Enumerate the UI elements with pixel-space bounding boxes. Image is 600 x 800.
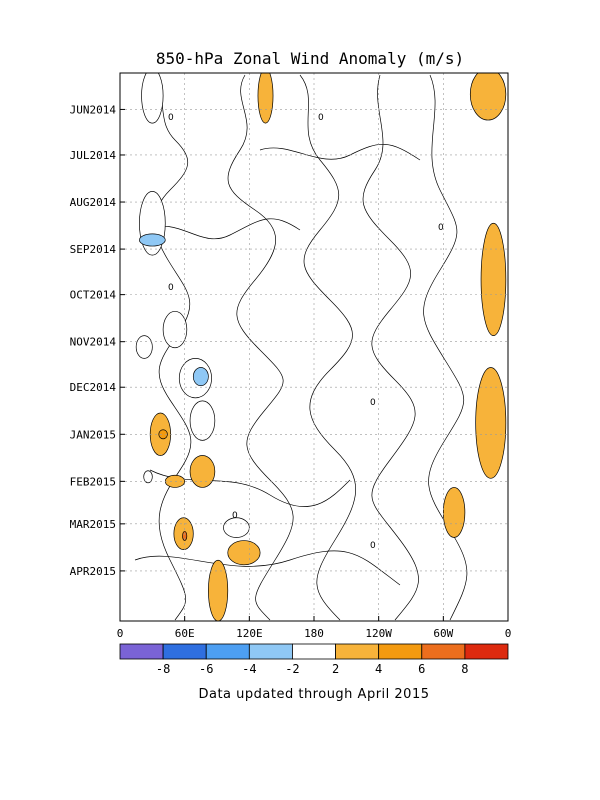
y-tick-label: MAR2015 <box>70 518 116 531</box>
anomaly-region-20 <box>475 367 507 479</box>
colorbar-swatch <box>378 643 423 660</box>
y-tick-label: JUN2014 <box>70 103 117 116</box>
anomaly-region-6 <box>192 367 209 387</box>
anomaly-region-19 <box>480 222 507 336</box>
x-tick-label: 60E <box>175 627 195 640</box>
y-tick-label: APR2015 <box>70 565 116 578</box>
anomaly-region-18 <box>469 73 507 121</box>
x-tick-label: 180 <box>304 627 324 640</box>
anomaly-region-17 <box>257 73 274 124</box>
anomaly-region-12 <box>189 455 216 488</box>
anomaly-region-7 <box>189 400 216 441</box>
y-tick-label: AUG2014 <box>70 196 117 209</box>
x-axis: 0 60E 120E 180 120W 60W 0 <box>117 616 512 640</box>
grid <box>120 73 508 621</box>
colorbar-label: 8 <box>461 662 468 676</box>
y-tick-label: JUL2014 <box>70 149 117 162</box>
y-tick-label: SEP2014 <box>70 243 117 256</box>
anomaly-region-4 <box>162 310 188 349</box>
chart-title: 850-hPa Zonal Wind Anomaly (m/s) <box>156 49 464 68</box>
colorbar-label: 2 <box>332 662 339 676</box>
colorbar-label: -6 <box>199 662 213 676</box>
x-tick-label: 0 <box>505 627 512 640</box>
anomaly-region-22 <box>208 559 229 621</box>
y-axis: JUN2014 JUL2014 AUG2014 SEP2014 OCT2014 NOV20… <box>70 103 125 578</box>
anomaly-region-0 <box>141 73 164 124</box>
anomaly-region-10 <box>143 470 153 484</box>
anomaly-region-9 <box>158 429 168 440</box>
colorbar-label: -2 <box>285 662 299 676</box>
colorbar-swatch <box>421 643 466 660</box>
anomaly-region-14 <box>182 531 188 541</box>
colorbar-swatch <box>292 643 336 660</box>
x-tick-label: 120W <box>365 627 392 640</box>
x-tick-label: 0 <box>117 627 124 640</box>
anomaly-region-21 <box>442 487 466 538</box>
colorbar-swatch <box>248 643 293 660</box>
contour-labels: 0 0 0 0 0 0 0 <box>168 113 444 551</box>
anomaly-region-16 <box>227 540 261 566</box>
anomaly-region-3 <box>135 335 153 359</box>
y-tick-label: OCT2014 <box>70 289 117 302</box>
contour-label: 0 <box>318 113 324 123</box>
y-tick-label: DEC2014 <box>70 381 117 394</box>
colorbar: -8 -6 -4 -2 2 4 6 8 <box>119 643 509 676</box>
y-tick-label: NOV2014 <box>70 336 117 349</box>
colorbar-swatch <box>162 643 207 660</box>
colorbar-swatch <box>119 643 164 660</box>
colorbar-swatch <box>205 643 250 660</box>
zero-contours <box>134 74 468 621</box>
y-tick-label: FEB2015 <box>70 475 116 488</box>
colorbar-label: -4 <box>242 662 256 676</box>
data-updated-note: Data updated through April 2015 <box>198 687 429 702</box>
anomaly-regions <box>135 73 507 621</box>
x-tick-label: 120E <box>236 627 263 640</box>
contour-label: 0 <box>232 511 238 521</box>
colorbar-label: -8 <box>156 662 170 676</box>
contour-label: 0 <box>370 541 376 551</box>
anomaly-region-15 <box>223 517 250 538</box>
y-tick-label: JAN2015 <box>70 428 116 441</box>
contour-label: 0 <box>168 113 174 123</box>
colorbar-swatch <box>335 643 380 660</box>
contour-label: 0 <box>370 398 376 408</box>
contour-label: 0 <box>168 283 174 293</box>
x-tick-label: 60W <box>433 627 453 640</box>
colorbar-label: 4 <box>375 662 382 676</box>
colorbar-label: 6 <box>418 662 425 676</box>
anomaly-field <box>134 73 507 621</box>
colorbar-swatch <box>464 643 509 660</box>
anomaly-region-2 <box>139 233 166 247</box>
contour-label: 0 <box>438 223 444 233</box>
